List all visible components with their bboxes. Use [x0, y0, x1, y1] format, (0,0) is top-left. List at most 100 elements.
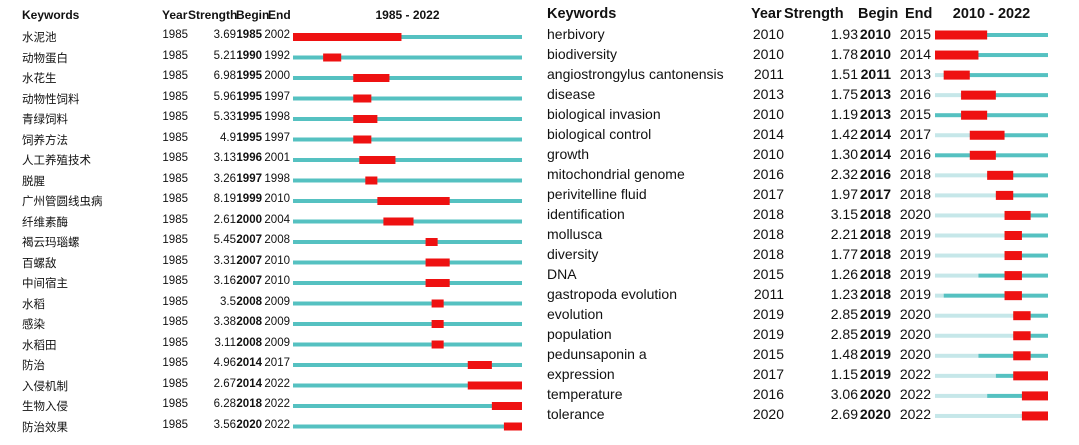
- year-value: 2010: [752, 145, 784, 162]
- strength-value: 1.19: [830, 105, 858, 122]
- header-keywords: Keywords: [547, 6, 617, 22]
- keyword-label: diversity: [547, 246, 599, 263]
- timeline-line: [293, 76, 522, 80]
- year-value: 1985: [162, 398, 188, 410]
- end-value: 2009: [264, 336, 290, 349]
- burst-bar: [1013, 331, 1031, 341]
- end-value: 2022: [264, 418, 290, 431]
- year-value: 1985: [162, 316, 188, 328]
- end-value: 1998: [264, 172, 290, 185]
- keyword-label: 中间宿主: [22, 278, 68, 290]
- year-value: 1985: [162, 275, 188, 287]
- keyword-label: biological control: [547, 125, 652, 142]
- strength-value: 1.51: [830, 65, 858, 82]
- burst-bar: [503, 422, 522, 431]
- strength-value: 2.61: [213, 213, 236, 226]
- begin-value: 2014: [236, 357, 262, 369]
- burst-bar: [353, 74, 390, 82]
- year-value: 1985: [162, 193, 188, 205]
- keyword-label: biological invasion: [547, 105, 661, 122]
- header-year: Year: [162, 8, 188, 22]
- timeline-line: [293, 96, 522, 101]
- timeline-line: [293, 281, 522, 285]
- year-value: 2015: [752, 346, 784, 363]
- begin-value: 2019: [859, 346, 891, 363]
- timeline-line: [293, 342, 522, 347]
- year-value: 2018: [752, 246, 784, 263]
- keyword-label: 动物蛋白: [22, 52, 68, 65]
- year-value: 1985: [162, 357, 188, 369]
- begin-value: 2020: [236, 418, 262, 431]
- keyword-label: 水泥池: [22, 32, 57, 44]
- keyword-label: 动物性饲料: [22, 93, 80, 106]
- keyword-label: gastropoda evolution: [547, 286, 677, 303]
- keyword-label: angiostrongylus cantonensis: [547, 65, 724, 82]
- burst-bar: [987, 170, 1014, 180]
- strength-value: 1.30: [830, 145, 858, 162]
- end-value: 2018: [899, 185, 931, 202]
- begin-value: 2019: [859, 326, 891, 343]
- timeline-line: [293, 178, 522, 183]
- timeline-line: [293, 158, 522, 162]
- burst-bar: [491, 402, 522, 410]
- begin-value: 2013: [859, 85, 891, 102]
- burst-bar: [1021, 391, 1048, 401]
- burst-bar: [1013, 311, 1031, 321]
- year-value: 2010: [752, 105, 784, 122]
- end-value: 2002: [264, 29, 290, 41]
- begin-value: 2018: [859, 226, 891, 242]
- end-value: 2019: [899, 266, 931, 283]
- keyword-label: 纤维素酶: [22, 216, 68, 229]
- end-value: 2020: [899, 306, 931, 323]
- timeline-absent-segment: [935, 253, 1005, 258]
- burst-bar: [383, 217, 414, 226]
- begin-value: 2018: [859, 246, 891, 263]
- year-value: 2017: [752, 366, 784, 383]
- year-value: 2014: [752, 125, 784, 142]
- timeline-absent-segment: [935, 173, 988, 178]
- burst-bar: [969, 150, 996, 160]
- strength-value: 2.69: [830, 406, 858, 423]
- strength-value: 3.26: [213, 172, 236, 185]
- year-value: 2018: [752, 205, 784, 222]
- header-range: 1985 - 2022: [375, 8, 440, 22]
- strength-value: 5.21: [213, 49, 236, 62]
- end-value: 2008: [264, 234, 290, 246]
- header-keywords: Keywords: [22, 8, 80, 22]
- timeline-absent-segment: [935, 393, 988, 398]
- strength-value: 8.19: [213, 193, 236, 205]
- end-value: 2020: [899, 205, 931, 222]
- year-value: 2010: [752, 45, 784, 62]
- timeline-absent-segment: [935, 373, 996, 378]
- keyword-label: 广州管圆线虫病: [22, 196, 103, 208]
- begin-value: 2008: [236, 316, 262, 328]
- begin-value: 2017: [859, 185, 891, 202]
- begin-value: 1995: [236, 111, 262, 123]
- strength-value: 5.96: [213, 90, 236, 103]
- end-value: 2022: [899, 386, 931, 403]
- header-begin: Begin: [858, 6, 899, 22]
- burst-bar: [353, 115, 378, 123]
- burst-timeline: [293, 33, 522, 431]
- keyword-label: 褐云玛瑙螺: [22, 237, 80, 249]
- strength-value: 5.33: [213, 111, 236, 123]
- burst-bar: [1004, 231, 1022, 240]
- end-value: 2022: [899, 366, 931, 383]
- timeline-absent-segment: [935, 413, 1022, 418]
- burst-bar: [1004, 210, 1031, 220]
- timeline-line: [987, 393, 1048, 398]
- end-value: 2022: [899, 406, 931, 423]
- timeline-absent-segment: [935, 293, 944, 298]
- timeline-line: [969, 133, 1048, 138]
- begin-value: 2013: [859, 105, 891, 122]
- begin-value: 2016: [859, 165, 891, 182]
- end-value: 2010: [264, 193, 290, 205]
- year-value: 1985: [162, 131, 188, 144]
- end-value: 2017: [264, 357, 290, 369]
- keyword-label: mitochondrial genome: [547, 165, 685, 182]
- strength-value: 1.97: [830, 185, 858, 202]
- year-value: 2011: [753, 286, 784, 303]
- burst-bar: [323, 53, 342, 62]
- header-strength: Strength: [188, 8, 238, 22]
- end-value: 2010: [264, 275, 290, 287]
